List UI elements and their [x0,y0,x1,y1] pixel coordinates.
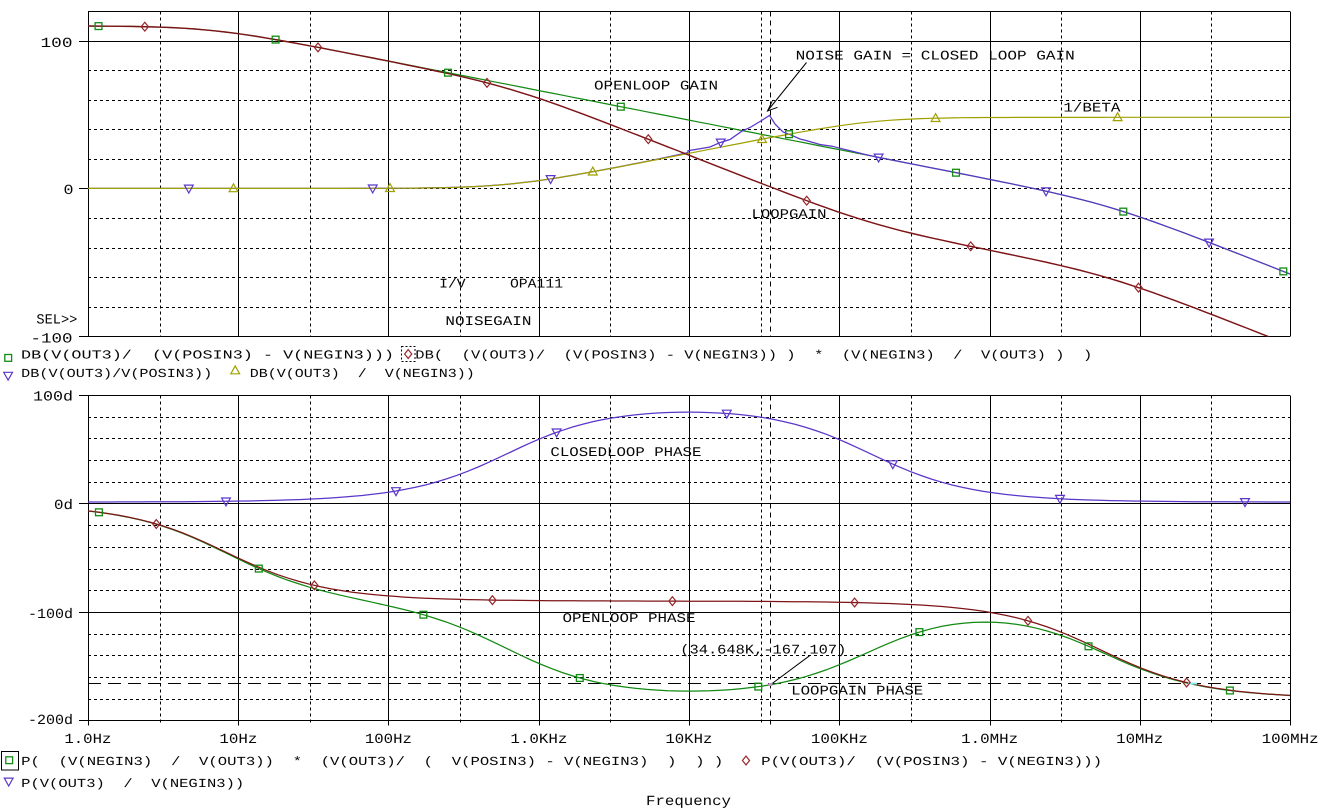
svg-text:CLOSEDLOOP PHASE: CLOSEDLOOP PHASE [550,445,701,460]
svg-text:LOOPGAIN PHASE: LOOPGAIN PHASE [791,683,923,698]
svg-text:OPENLOOP PHASE: OPENLOOP PHASE [563,611,696,626]
svg-text:100MHz: 100MHz [1262,732,1319,748]
svg-text:SEL>>: SEL>> [36,313,77,329]
svg-text:I/V OPA111: I/V OPA111 [439,277,563,292]
svg-text:DB( (V(OUT3)/ (V(POSIN3) - V: DB( (V(OUT3)/ (V(POSIN3) - V(NEGIN3)) ) … [415,349,1092,363]
svg-text:LOOPGAIN: LOOPGAIN [752,207,827,222]
svg-text:-100: -100 [31,332,73,348]
svg-text:100Hz: 100Hz [365,732,412,748]
svg-text:0d: 0d [54,498,73,514]
svg-text:0: 0 [64,183,74,199]
svg-text:P(V(OUT3)/ (V(POSIN3) - V(NEG: P(V(OUT3)/ (V(POSIN3) - V(NEGIN3))) [761,755,1102,769]
svg-text:100d: 100d [33,390,73,406]
svg-text:NOISEGAIN: NOISEGAIN [445,314,531,329]
svg-text:OPENLOOP GAIN: OPENLOOP GAIN [594,78,718,93]
svg-text:-200d: -200d [28,713,73,729]
svg-text:P( (V(NEGIN3) / V(OUT3)) *: P( (V(NEGIN3) / V(OUT3)) * (V(OUT3)/ ( V… [21,755,723,769]
svg-text:Frequency: Frequency [646,794,731,808]
svg-text:10KHz: 10KHz [665,732,712,748]
svg-text:1/BETA: 1/BETA [1063,101,1120,116]
svg-text:1.0MHz: 1.0MHz [961,732,1018,748]
svg-text:100KHz: 100KHz [811,732,868,748]
svg-text:10Hz: 10Hz [219,732,257,748]
svg-text:100: 100 [41,36,73,52]
svg-text:1.0Hz: 1.0Hz [64,732,111,748]
svg-text:DB(V(OUT3)/ (V(POSIN3) - V(NE: DB(V(OUT3)/ (V(POSIN3) - V(NEGIN3))) [21,349,394,363]
svg-text:-100d: -100d [28,607,73,623]
svg-text:(34.648K,-167.107): (34.648K,-167.107) [680,643,846,658]
svg-text:DB(V(OUT3) / V(NEGIN3)): DB(V(OUT3) / V(NEGIN3)) [250,367,475,381]
svg-text:P(V(OUT3) / V(NEGIN3)): P(V(OUT3) / V(NEGIN3)) [21,777,244,791]
svg-text:NOISE GAIN = CLOSED LOOP GAIN: NOISE GAIN = CLOSED LOOP GAIN [796,48,1075,63]
svg-text:DB(V(OUT3)/V(POSIN3)): DB(V(OUT3)/V(POSIN3)) [21,367,212,381]
svg-text:10MHz: 10MHz [1116,732,1163,748]
svg-text:1.0KHz: 1.0KHz [510,732,567,748]
